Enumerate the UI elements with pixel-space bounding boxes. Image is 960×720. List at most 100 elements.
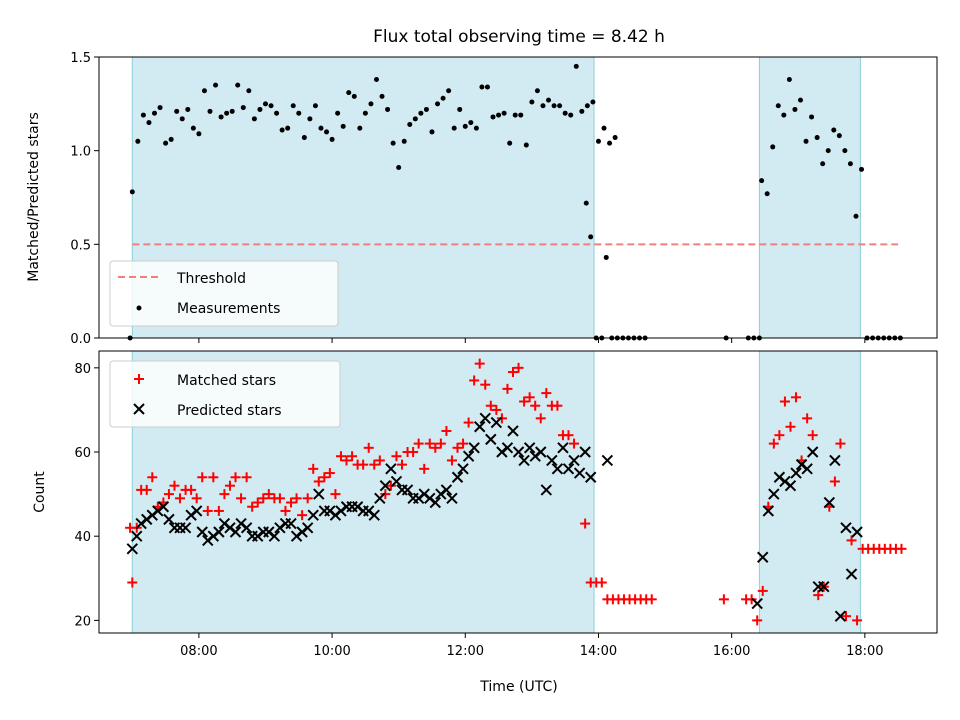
measurement-point: [534, 88, 540, 94]
measurement-point: [473, 125, 479, 131]
matched-star-point: [241, 472, 252, 483]
matched-star-point: [469, 375, 480, 386]
predicted-star-point: [229, 526, 242, 538]
measurement-point: [583, 200, 589, 206]
measurement-point: [496, 112, 502, 118]
matched-star-point: [224, 480, 235, 491]
x-tick-label: 12:00: [447, 644, 484, 659]
matched-star-point: [274, 493, 285, 504]
predicted-star-point: [540, 484, 553, 496]
measurement-point: [507, 140, 513, 146]
matched-star-point: [441, 425, 452, 436]
predicted-star-point: [568, 454, 580, 467]
measurement-point: [412, 116, 418, 122]
measurement-point: [595, 138, 601, 144]
matched-star-point: [535, 413, 546, 424]
top-legend: Threshold Measurements: [109, 260, 339, 327]
predicted-star-point: [790, 467, 802, 479]
measurement-point: [607, 140, 613, 146]
measurement-point: [418, 110, 424, 116]
matched-star-point: [127, 577, 138, 588]
measurement-point: [168, 136, 174, 142]
predicted-star-point: [457, 463, 469, 475]
measurement-point: [396, 165, 402, 171]
measurement-point: [462, 123, 468, 129]
measurement-point: [213, 82, 219, 88]
matched-star-point: [474, 358, 485, 369]
measurement-point: [157, 105, 163, 111]
matched-star-point: [596, 577, 607, 588]
predicted-star-point: [601, 454, 614, 467]
matched-star-point: [208, 472, 219, 483]
predicted-star-point: [440, 484, 453, 496]
measurement-point: [468, 120, 474, 126]
predicted-star-point: [485, 433, 497, 446]
measurement-point: [512, 112, 518, 118]
measurement-point: [820, 161, 826, 167]
matched-star-point: [452, 442, 463, 453]
matched-star-point: [774, 430, 785, 441]
measurement-point: [174, 108, 180, 114]
measurement-point: [523, 142, 529, 148]
matched-star-point: [646, 594, 657, 605]
measurement-point: [274, 110, 280, 116]
predicted-star-point: [379, 479, 392, 492]
matched-star-point: [391, 451, 402, 462]
measurement-point: [601, 125, 607, 131]
measurement-point: [584, 103, 590, 109]
predicted-star-point: [240, 522, 253, 534]
measurement-point: [557, 103, 563, 109]
bottom-legend: Matched stars Predicted stars: [109, 360, 341, 428]
measurement-point: [146, 120, 152, 126]
matched-star-point: [186, 484, 197, 495]
predicted-star-point: [307, 509, 319, 521]
measurement-point: [190, 125, 196, 131]
matched-star-point: [236, 493, 247, 504]
measurement-point: [390, 140, 396, 146]
predicted-star-point: [374, 492, 386, 505]
predicted-star-point: [851, 526, 863, 538]
measurement-point: [479, 84, 485, 90]
measurement-point: [853, 213, 859, 219]
y-tick-label: 1.5: [70, 51, 91, 66]
measurement-point: [529, 99, 535, 105]
predicted-star-point: [507, 425, 519, 437]
predicted-star-point: [523, 442, 536, 454]
measurement-point: [362, 110, 368, 116]
x-tick-label: 08:00: [180, 644, 217, 659]
predicted-star-point: [479, 412, 491, 425]
measurement-point: [179, 116, 185, 122]
measurement-point: [603, 254, 609, 260]
matched-star-point: [541, 388, 552, 399]
matched-star-point: [813, 590, 824, 601]
measurement-point: [451, 125, 457, 131]
measurement-point: [218, 114, 224, 120]
measurement-point: [831, 127, 837, 133]
measurement-point: [373, 76, 379, 82]
measurement-point: [518, 112, 524, 118]
predicted-star-point: [584, 471, 597, 483]
bottom-y-ticks: 20 40 60 80: [74, 362, 99, 629]
matched-star-point: [807, 430, 818, 441]
matched-star-point: [202, 505, 213, 516]
legend-predicted-label: Predicted stars: [177, 403, 282, 419]
matched-star-point: [219, 489, 230, 500]
measurement-point: [401, 138, 407, 144]
legend-matched-label: Matched stars: [177, 373, 276, 389]
predicted-star-point: [834, 610, 847, 622]
x-tick-label: 18:00: [846, 644, 883, 659]
legend-matched-swatch: [134, 374, 144, 384]
measurement-point: [781, 112, 787, 118]
predicted-star-point: [190, 505, 203, 517]
matched-star-point: [569, 438, 580, 449]
predicted-star-point: [535, 446, 547, 458]
top-legend-box: [109, 260, 339, 327]
measurement-point: [540, 103, 546, 109]
predicted-star-point: [474, 421, 486, 433]
matched-star-point: [397, 459, 408, 470]
shaded-interval: [758, 56, 861, 339]
measurement-point: [335, 110, 341, 116]
predicted-star-point: [762, 505, 774, 517]
matched-star-point: [530, 400, 541, 411]
measurement-point: [296, 110, 302, 116]
